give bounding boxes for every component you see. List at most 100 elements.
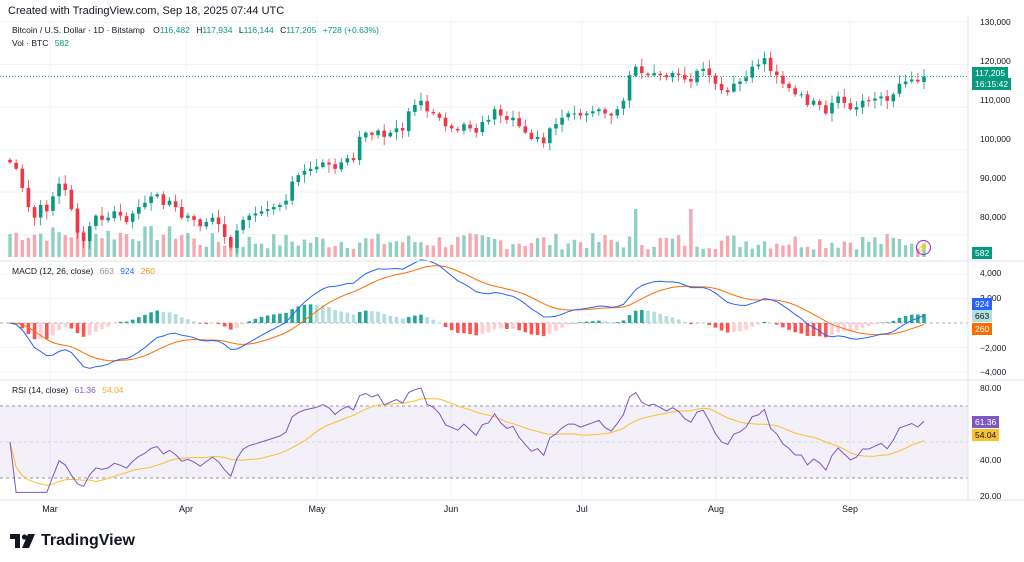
volume-bar <box>26 237 31 257</box>
volume-bar <box>253 243 258 257</box>
volume-bar <box>793 236 797 257</box>
rsi-badge: 61.36 <box>972 416 1000 428</box>
macd-hist-bar <box>756 323 761 325</box>
candle-body <box>210 217 215 222</box>
macd-hist-bar <box>363 310 368 323</box>
volume-bar <box>106 230 110 257</box>
candle-body <box>425 101 429 112</box>
candle-body <box>161 194 166 205</box>
price-tick: 80,000 <box>980 212 1006 222</box>
volume-bar <box>100 238 104 257</box>
macd-hist-bar <box>449 323 454 331</box>
macd-hist-bar <box>719 323 724 331</box>
candle-body <box>609 113 613 116</box>
candle-body <box>462 124 466 131</box>
candle-body <box>633 66 638 76</box>
macd-hist-bar <box>468 323 472 335</box>
candle-body <box>51 196 55 211</box>
candle-body <box>179 207 184 218</box>
volume-bar <box>842 241 846 257</box>
candle-body <box>247 215 252 221</box>
volume-bar <box>296 245 301 257</box>
volume-bar <box>75 229 80 257</box>
macd-hist-bar <box>609 322 613 323</box>
candle-body <box>922 76 926 83</box>
volume-bar <box>321 238 325 257</box>
volume-bar <box>535 238 540 257</box>
volume-bar <box>210 233 215 257</box>
volume-bar <box>824 248 828 257</box>
candle-body <box>486 119 491 122</box>
price-tick: 110,000 <box>980 95 1011 105</box>
volume-bar <box>811 249 816 257</box>
volume-bar <box>308 242 313 257</box>
macd-legend: MACD (12, 26, close) 663 924 260 <box>12 266 155 276</box>
macd-hist-bar <box>646 310 650 323</box>
macd-hist-bar <box>370 311 374 323</box>
volume-bar <box>167 226 172 257</box>
macd-hist-bar <box>529 323 534 335</box>
macd-hist-bar <box>437 322 442 324</box>
macd-hist-bar <box>247 321 252 323</box>
candle-body <box>302 170 307 175</box>
candle-body <box>603 109 607 114</box>
volume-bar <box>505 249 509 257</box>
candle-body <box>695 70 699 83</box>
volume-bar <box>683 245 687 257</box>
candle-body <box>400 128 405 131</box>
macd-hist-bar <box>149 312 153 323</box>
volume-bar <box>572 239 577 257</box>
candle-body <box>897 83 902 94</box>
macd-hist-bar <box>302 304 307 323</box>
macd-hist-bar <box>425 317 429 323</box>
candle-body <box>106 217 110 221</box>
candle-body <box>241 219 245 230</box>
candle-body <box>173 201 178 208</box>
volume-bar <box>161 234 166 257</box>
volume-bar <box>45 240 49 257</box>
volume-bar <box>910 243 914 257</box>
volume-bar <box>357 242 362 257</box>
macd-hist-bar <box>339 311 344 323</box>
volume-bar <box>511 244 515 257</box>
volume-bar <box>517 243 521 257</box>
candle-body <box>419 100 423 106</box>
lightning-icon[interactable]: ⚡ <box>916 240 931 255</box>
volume-bar <box>259 243 264 257</box>
volume-bar <box>124 233 129 257</box>
volume-bar <box>707 248 712 257</box>
volume-bar <box>345 248 350 257</box>
candle-body <box>20 168 25 188</box>
volume-bar <box>633 209 638 257</box>
volume-badge: 582 <box>972 247 993 259</box>
macd-hist-bar <box>762 321 767 323</box>
macd-hist-bar <box>603 321 607 323</box>
created-caption: Created with TradingView.com, Sep 18, 20… <box>8 5 285 17</box>
candle-body <box>787 83 791 88</box>
candle-body <box>498 109 503 116</box>
macd-hist-bar <box>413 315 417 323</box>
macd-hist-bar <box>879 322 883 324</box>
macd-hist-bar <box>774 323 779 325</box>
volume-bar <box>560 249 564 257</box>
macd-hist-bar <box>781 323 785 328</box>
macd-hist-bar <box>615 322 620 323</box>
volume-bar <box>615 241 619 257</box>
candle-body <box>345 158 350 163</box>
candle-body <box>566 113 571 118</box>
volume-bar <box>768 248 773 257</box>
macd-hist-bar <box>388 315 393 323</box>
volume-bar <box>787 244 791 257</box>
volume-bar <box>664 237 669 257</box>
candle-body <box>314 166 319 170</box>
volume-bar <box>658 237 662 257</box>
volume-bar <box>750 248 754 257</box>
candle-body <box>756 64 761 67</box>
candle-body <box>38 204 43 218</box>
volume-bar <box>449 245 454 257</box>
candle-body <box>909 79 914 82</box>
volume-bar <box>284 234 288 257</box>
macd-line <box>9 259 925 369</box>
volume-bar <box>738 247 742 257</box>
